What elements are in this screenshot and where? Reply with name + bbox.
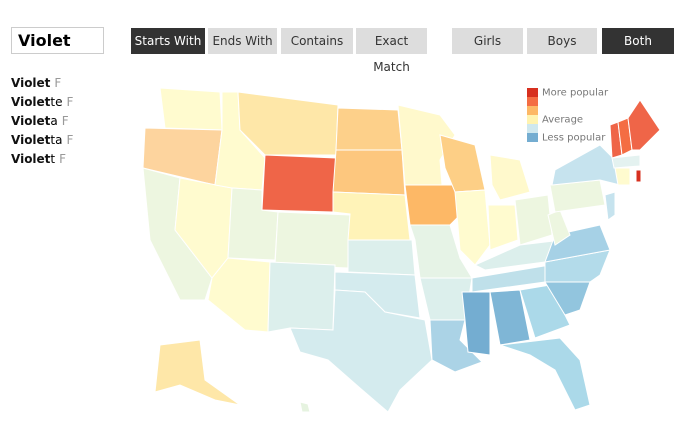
state	[274, 211, 351, 269]
search-box[interactable]: Violet	[11, 27, 104, 54]
legend-label: Average	[542, 115, 583, 126]
match-button[interactable]: Ends With	[208, 28, 277, 54]
name-list: Violet F Violette F Violeta F Violetta F Violett…	[11, 74, 73, 169]
state	[461, 291, 491, 356]
name-suffix: t	[50, 152, 56, 166]
state	[627, 99, 661, 151]
state	[499, 337, 591, 411]
gender-button[interactable]: Girls	[452, 28, 523, 54]
state	[611, 154, 641, 169]
name-prefix: Violet	[11, 95, 51, 109]
state	[397, 104, 456, 186]
state	[154, 339, 241, 406]
state	[519, 284, 571, 339]
state	[514, 194, 553, 246]
legend-swatch	[527, 115, 538, 124]
name-row[interactable]: Violeta F	[11, 112, 73, 131]
name-sex: F	[66, 95, 74, 109]
name-sex: F	[59, 152, 67, 166]
state	[614, 167, 631, 186]
states	[142, 87, 661, 413]
match-button[interactable]: Exact Match	[356, 28, 427, 74]
state	[604, 191, 616, 221]
name-row[interactable]: Violette F	[11, 93, 73, 112]
state	[454, 189, 491, 266]
name-sex: F	[54, 76, 62, 90]
state	[489, 154, 531, 201]
state	[439, 134, 486, 193]
name-prefix: Violet	[11, 152, 51, 166]
state	[551, 144, 621, 186]
legend: More popular Average Less popular	[527, 88, 609, 144]
legend-swatch	[527, 133, 538, 142]
state	[489, 289, 531, 346]
name-sex: F	[66, 133, 74, 147]
legend-label: Less popular	[542, 133, 606, 144]
match-button[interactable]: Starts With	[131, 28, 205, 54]
name-prefix: Violet	[11, 114, 51, 128]
state	[261, 154, 337, 213]
name-sex: F	[61, 114, 69, 128]
name-row[interactable]: Violetta F	[11, 131, 73, 150]
state	[237, 91, 339, 156]
state	[347, 239, 416, 276]
legend-label: More popular	[542, 88, 609, 99]
gender-button[interactable]: Boys	[527, 28, 597, 54]
state	[332, 149, 406, 196]
legend-swatch	[527, 97, 538, 106]
state	[335, 107, 403, 151]
name-suffix: a	[50, 114, 58, 128]
state	[267, 261, 336, 333]
state	[159, 87, 223, 131]
name-prefix: Violet	[11, 76, 51, 90]
legend-swatch	[527, 106, 538, 115]
gender-button[interactable]: Both	[602, 28, 674, 54]
name-prefix: Violet	[11, 133, 51, 147]
match-button[interactable]: Contains	[281, 28, 353, 54]
state	[299, 401, 311, 413]
name-suffix: ta	[50, 133, 63, 147]
legend-swatch	[527, 88, 538, 97]
name-row[interactable]: Violett F	[11, 150, 73, 169]
state	[635, 169, 642, 183]
legend-swatch	[527, 124, 538, 133]
state	[487, 204, 519, 251]
name-suffix: te	[50, 95, 63, 109]
name-row[interactable]: Violet F	[11, 74, 73, 93]
